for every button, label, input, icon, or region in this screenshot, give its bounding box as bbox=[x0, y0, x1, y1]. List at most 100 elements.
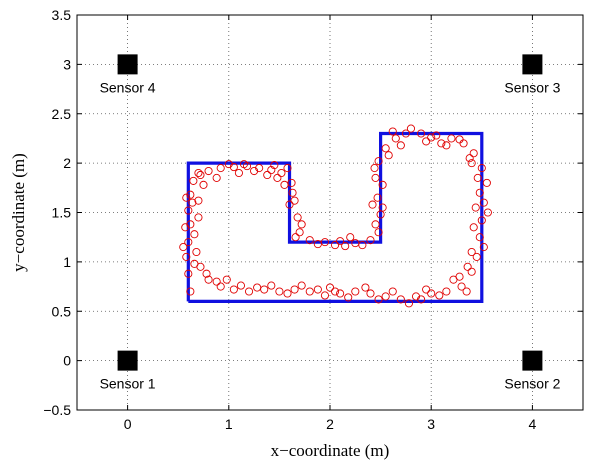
estimate-point bbox=[371, 173, 380, 182]
estimate-point bbox=[277, 168, 286, 178]
estimate-point bbox=[479, 243, 488, 252]
estimate-point bbox=[184, 206, 193, 215]
estimate-point bbox=[184, 269, 193, 278]
estimate-point bbox=[378, 180, 387, 189]
sensor-marker bbox=[522, 54, 543, 75]
estimate-point bbox=[373, 193, 382, 202]
estimate-point bbox=[283, 289, 292, 298]
estimate-point bbox=[344, 293, 353, 302]
estimate-point bbox=[305, 236, 314, 245]
estimate-point bbox=[361, 283, 370, 292]
estimate-point bbox=[273, 173, 282, 182]
sensors: Sensor 1 Sensor 2 Sensor 3 Sensor 4 bbox=[100, 54, 561, 392]
estimate-point bbox=[285, 200, 294, 209]
estimate-point bbox=[290, 285, 299, 294]
y-tick-label: 1 bbox=[63, 254, 71, 270]
estimate-point bbox=[469, 149, 478, 158]
path-layer bbox=[186, 131, 484, 303]
estimate-point bbox=[331, 241, 340, 250]
estimate-point bbox=[427, 289, 436, 298]
estimate-point bbox=[288, 188, 297, 197]
estimate-point bbox=[435, 291, 444, 300]
true-path-line bbox=[186, 131, 484, 303]
estimate-point bbox=[462, 287, 471, 296]
estimate-point bbox=[290, 196, 299, 205]
estimate-point bbox=[417, 129, 426, 138]
estimate-point bbox=[472, 252, 481, 261]
x-tick-label: 4 bbox=[529, 416, 537, 432]
estimate-point bbox=[204, 166, 213, 176]
estimate-point bbox=[447, 134, 456, 143]
estimate-point bbox=[388, 287, 397, 296]
estimate-points bbox=[179, 124, 492, 308]
y-tick-label: 0 bbox=[63, 353, 71, 369]
estimate-point bbox=[212, 277, 221, 286]
estimate-point bbox=[188, 198, 197, 207]
estimate-point bbox=[295, 228, 304, 237]
estimate-point bbox=[388, 127, 397, 136]
estimate-point bbox=[341, 242, 350, 251]
y-tick-label: 0.5 bbox=[52, 303, 72, 319]
estimate-point bbox=[346, 233, 355, 242]
estimate-point bbox=[471, 203, 480, 212]
estimate-point bbox=[186, 287, 195, 296]
estimate-point bbox=[473, 173, 482, 182]
estimate-point bbox=[479, 198, 488, 207]
estimate-point bbox=[469, 223, 478, 232]
x-tick-label: 0 bbox=[124, 416, 132, 432]
estimate-point bbox=[190, 230, 199, 239]
estimate-point bbox=[216, 282, 225, 291]
estimate-point bbox=[483, 208, 492, 217]
estimate-point bbox=[463, 262, 472, 271]
estimate-point bbox=[358, 241, 367, 250]
estimate-point bbox=[222, 275, 231, 284]
estimate-point bbox=[378, 203, 387, 212]
x-tick-label: 2 bbox=[326, 416, 334, 432]
estimate-point bbox=[186, 220, 195, 229]
estimate-point bbox=[297, 220, 306, 229]
y-tick-label: 3.5 bbox=[52, 7, 72, 23]
estimate-point bbox=[475, 233, 484, 242]
estimate-point bbox=[381, 292, 390, 301]
y-tick-label: 1.5 bbox=[52, 205, 72, 221]
estimate-point bbox=[234, 168, 243, 178]
estimate-point bbox=[368, 200, 377, 209]
estimate-point bbox=[455, 135, 464, 144]
estimate-point bbox=[196, 170, 205, 180]
estimate-point bbox=[190, 259, 199, 268]
plot-frame bbox=[76, 14, 584, 411]
estimate-point bbox=[374, 228, 383, 237]
estimate-point bbox=[293, 213, 302, 222]
estimate-point bbox=[204, 275, 213, 284]
estimate-point bbox=[253, 283, 262, 292]
estimate-point bbox=[182, 193, 191, 202]
estimate-point bbox=[325, 283, 335, 292]
estimate-point bbox=[305, 287, 314, 296]
estimate-point bbox=[467, 267, 476, 276]
estimate-point bbox=[244, 287, 254, 296]
estimate-point bbox=[229, 285, 238, 294]
estimate-point bbox=[297, 281, 306, 290]
sensor-label: Sensor 1 bbox=[100, 376, 156, 392]
estimate-point bbox=[182, 252, 191, 261]
sensor-label: Sensor 2 bbox=[504, 376, 560, 392]
estimate-point bbox=[477, 216, 486, 225]
estimate-point bbox=[202, 269, 211, 278]
estimate-point bbox=[457, 282, 466, 291]
estimate-point bbox=[291, 233, 300, 242]
estimate-point bbox=[442, 141, 451, 150]
estimate-point bbox=[477, 164, 486, 173]
estimate-point bbox=[224, 160, 233, 169]
estimate-point bbox=[186, 190, 195, 199]
estimate-point bbox=[192, 247, 201, 257]
estimate-point bbox=[267, 281, 276, 290]
sensor-marker bbox=[117, 350, 138, 371]
estimate-point bbox=[270, 161, 279, 170]
estimate-point bbox=[283, 164, 292, 173]
estimate-point bbox=[336, 237, 345, 246]
estimate-point bbox=[482, 178, 491, 187]
estimate-point bbox=[194, 196, 203, 205]
estimate-point bbox=[396, 295, 405, 304]
